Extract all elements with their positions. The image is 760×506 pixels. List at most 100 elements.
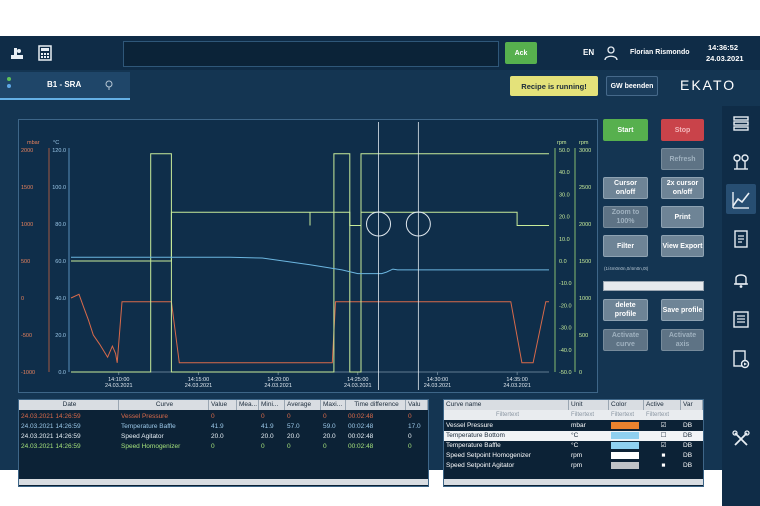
column-header[interactable]: Maxi... <box>321 400 346 410</box>
calculator-icon[interactable] <box>36 44 54 62</box>
table-row[interactable]: 24.03.2021 14:26:59 Speed Agitator 20.0 20.… <box>19 432 428 442</box>
column-header[interactable]: Curve name <box>444 400 569 410</box>
print-button[interactable]: Print <box>661 206 704 228</box>
x-tick-label: 24.03.2021 <box>503 383 531 389</box>
tools-icon[interactable] <box>726 424 756 454</box>
filter-input[interactable]: Filtertext <box>646 412 670 418</box>
tick-label: 500 <box>21 259 30 265</box>
view-export-button[interactable]: View Export <box>661 235 704 257</box>
list-item[interactable]: Speed Setpoint Agitator rpm ■ DB <box>444 461 703 471</box>
delete-profile-button[interactable]: delete profile <box>603 299 648 321</box>
column-header[interactable]: Unit <box>569 400 609 410</box>
tick-label: 80.0 <box>55 222 66 228</box>
column-header[interactable]: Curve <box>119 400 209 410</box>
ack-button[interactable]: Ack <box>505 42 537 64</box>
filter-button[interactable]: Filter <box>603 235 648 257</box>
column-header[interactable]: Active <box>644 400 681 410</box>
column-header[interactable]: Valu <box>406 400 428 410</box>
table-cell: DB <box>683 422 693 429</box>
color-swatch <box>609 461 644 471</box>
column-header[interactable]: Mea... <box>239 400 259 410</box>
x-tick-label: 14:10:00 <box>108 377 129 383</box>
column-header[interactable]: Var <box>681 400 703 410</box>
table-cell: 0 <box>287 413 291 420</box>
document-icon[interactable] <box>726 224 756 254</box>
tab-b1-sra[interactable]: B1 - SRA <box>0 72 130 100</box>
column-header[interactable]: Average <box>285 400 321 410</box>
table-cell: 0 <box>261 443 265 450</box>
pin-icon[interactable] <box>104 78 114 96</box>
refresh-button[interactable]: Refresh <box>661 148 704 170</box>
trend-chart[interactable]: mbar °C rpm rpm 2000 1500 1000 500 0 -500 -1000 120… <box>19 120 597 392</box>
layers-icon[interactable] <box>726 108 756 138</box>
tick-label: -1000 <box>21 370 35 376</box>
cursor-toggle-button[interactable]: Cursor on/off <box>603 177 648 199</box>
side-navigation <box>722 106 760 506</box>
table-cell: DB <box>683 442 693 449</box>
table-header: Date Curve Value Mea... Mini... Average … <box>19 400 428 410</box>
list-item[interactable]: Speed Setpoint Homogenizer rpm ■ DB <box>444 451 703 461</box>
ekato-logo: EKATO <box>680 77 737 93</box>
app-screen: Ack EN Florian Rismondo 14:36:52 24.03.2… <box>0 36 760 506</box>
tab-label: B1 - SRA <box>47 80 82 89</box>
curve-list-table: Curve name Unit Color Active Var Filtert… <box>443 399 704 487</box>
tick-label: 50.0 <box>559 148 570 154</box>
cursor-handle[interactable] <box>405 211 431 237</box>
filter-input[interactable] <box>681 410 703 420</box>
message-bar <box>123 41 499 67</box>
table-cell: DB <box>683 452 693 459</box>
active-checkbox[interactable]: ■ <box>661 452 666 459</box>
list-item[interactable]: Vessel Pressure mbar ☑ DB <box>444 421 703 431</box>
tick-label: -40.0 <box>559 348 572 354</box>
horizontal-scrollbar[interactable] <box>444 479 703 485</box>
series-line-3 <box>71 256 549 275</box>
x-tick-label: 24.03.2021 <box>185 383 213 389</box>
column-header[interactable]: Color <box>609 400 644 410</box>
active-checkbox[interactable]: ☑ <box>660 422 667 429</box>
table-row[interactable]: 24.03.2021 14:26:59 Speed Homogenizer 0 0 0 0… <box>19 442 428 452</box>
column-header[interactable]: Time difference <box>346 400 406 410</box>
profile-select[interactable] <box>603 281 704 291</box>
column-header[interactable]: Mini... <box>259 400 285 410</box>
table-cell <box>237 412 259 422</box>
top-bar: Ack EN Florian Rismondo 14:36:52 24.03.2… <box>0 36 760 70</box>
alarm-bell-icon[interactable] <box>726 264 756 294</box>
filter-input[interactable]: Filtertext <box>611 412 635 418</box>
table-row[interactable]: 24.03.2021 14:26:59 Vessel Pressure 0 0 0 0 00… <box>19 412 428 422</box>
activate-axis-button[interactable]: Activate axis <box>661 329 704 351</box>
active-checkbox[interactable]: ☐ <box>660 432 667 439</box>
filter-input[interactable]: Filtertext <box>571 412 595 418</box>
activate-curve-button[interactable]: Activate curve <box>603 329 648 351</box>
active-checkbox[interactable]: ☑ <box>660 442 667 449</box>
table-cell: 59.0 <box>323 423 336 430</box>
save-profile-button[interactable]: Save profile <box>661 299 704 321</box>
start-button[interactable]: Start <box>603 119 648 141</box>
column-header[interactable]: Value <box>209 400 237 410</box>
table-cell: 0 <box>211 413 215 420</box>
table-cell: rpm <box>571 452 583 459</box>
language-label[interactable]: EN <box>583 48 595 57</box>
report-icon[interactable] <box>726 344 756 374</box>
list-item[interactable]: Temperature Baffle °C ☑ DB <box>444 441 703 451</box>
zoom-reset-button[interactable]: Zoom to 100% <box>603 206 648 228</box>
list-item[interactable]: Temperature Bottom °C ☐ DB <box>444 431 703 441</box>
horizontal-scrollbar[interactable] <box>19 479 428 485</box>
x-tick-label: 24.03.2021 <box>424 383 452 389</box>
table-row[interactable]: 24.03.2021 14:26:59 Temperature Baffle 41.… <box>19 422 428 432</box>
tick-label: 3000 <box>579 148 591 154</box>
stop-button[interactable]: Stop <box>661 119 704 141</box>
trend-chart-icon[interactable] <box>726 184 756 214</box>
operator-icon[interactable] <box>8 44 26 62</box>
column-header[interactable]: Date <box>19 400 119 410</box>
tick-label: 100.0 <box>52 185 66 191</box>
list-icon[interactable] <box>726 304 756 334</box>
gw-beenden-button[interactable]: GW beenden <box>606 76 658 96</box>
filter-input[interactable]: Filtertext <box>495 412 519 418</box>
dual-cursor-toggle-button[interactable]: 2x cursor on/off <box>661 177 704 199</box>
instrument-icon[interactable] <box>726 146 756 176</box>
cursor-handle[interactable] <box>366 211 392 237</box>
user-icon[interactable] <box>602 44 620 62</box>
tick-label: -500 <box>21 333 32 339</box>
table-cell: Speed Setpoint Homogenizer <box>446 452 531 459</box>
active-checkbox[interactable]: ■ <box>661 462 666 469</box>
